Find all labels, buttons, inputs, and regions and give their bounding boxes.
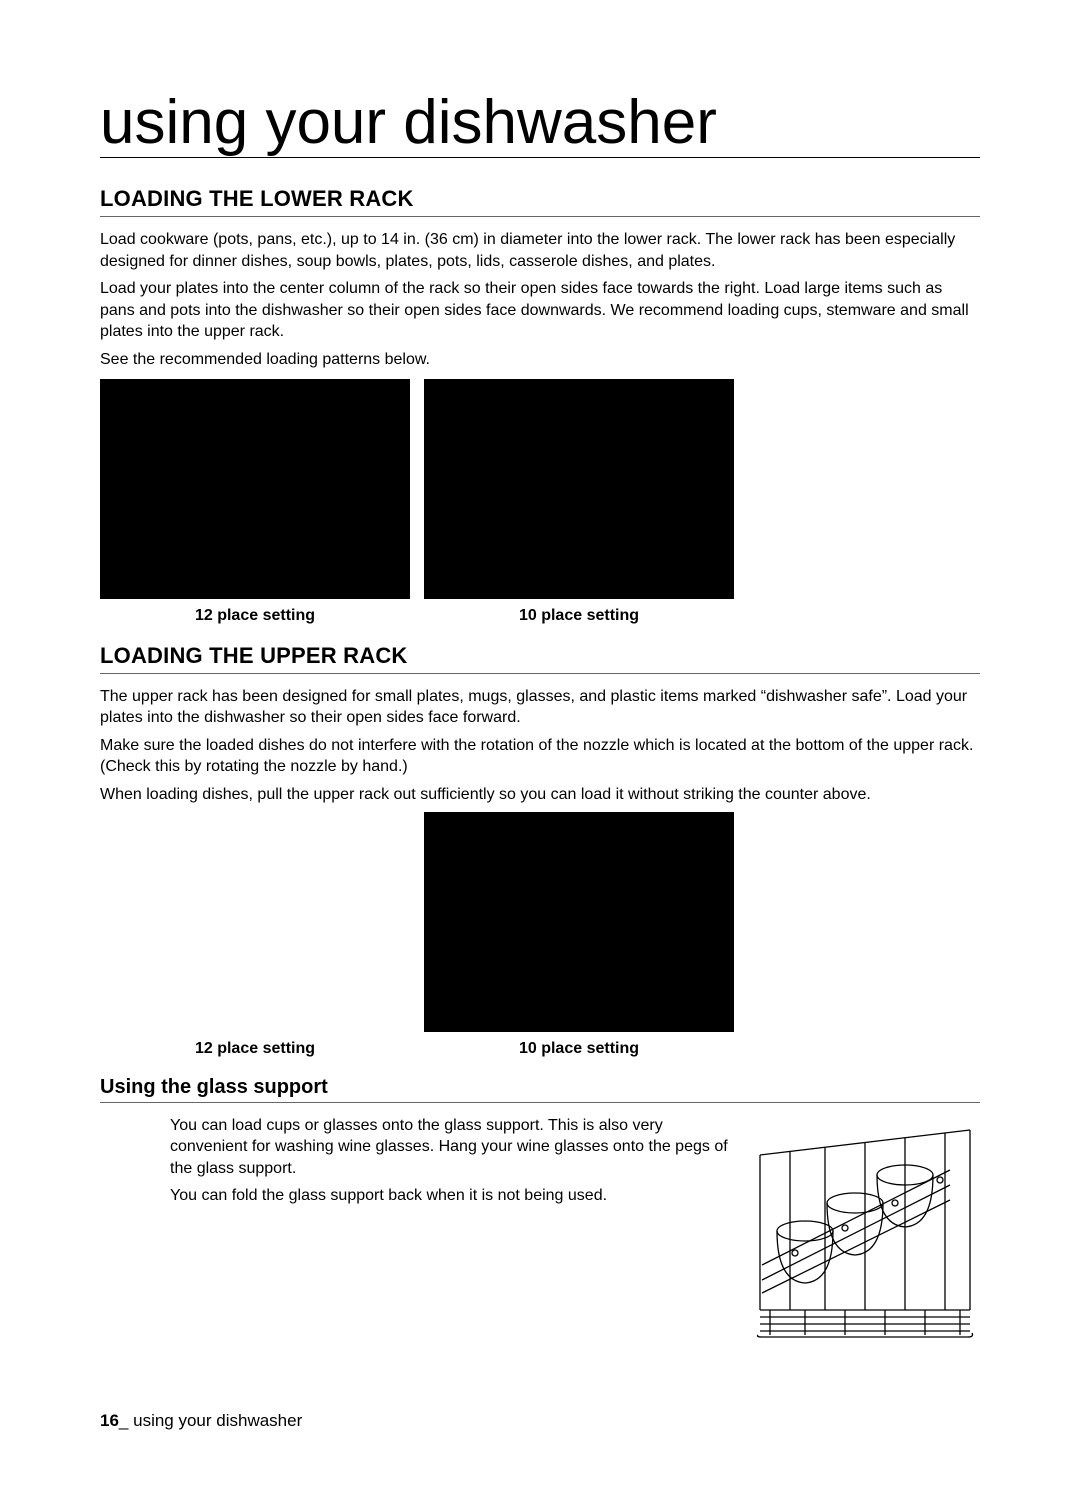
- footer-sep: _: [119, 1411, 133, 1430]
- upper-images-row: [100, 812, 980, 1032]
- page-title: using your dishwasher: [100, 90, 980, 158]
- glass-p1: You can load cups or glasses onto the gl…: [170, 1115, 732, 1180]
- lower-captions: 12 place setting 10 place setting: [100, 607, 980, 625]
- lower-rack-heading: LOADING THE LOWER RACK: [100, 186, 980, 217]
- lower-cap-12: 12 place setting: [100, 607, 410, 625]
- lower-p3: See the recommended loading patterns bel…: [100, 349, 980, 371]
- glass-support-heading: Using the glass support: [100, 1076, 980, 1103]
- lower-p1: Load cookware (pots, pans, etc.), up to …: [100, 229, 980, 272]
- lower-p2: Load your plates into the center column …: [100, 278, 980, 343]
- upper-image: [424, 812, 734, 1032]
- upper-p1: The upper rack has been designed for sma…: [100, 686, 980, 729]
- upper-captions: 12 place setting 10 place setting: [100, 1040, 980, 1058]
- lower-images-row: [100, 379, 980, 599]
- glass-support-block: You can load cups or glasses onto the gl…: [100, 1115, 980, 1345]
- glass-p2: You can fold the glass support back when…: [170, 1185, 732, 1207]
- upper-p3: When loading dishes, pull the upper rack…: [100, 784, 980, 806]
- page-number: 16: [100, 1411, 119, 1430]
- lower-image-12: [100, 379, 410, 599]
- upper-cap-12: 12 place setting: [100, 1040, 410, 1058]
- upper-p2: Make sure the loaded dishes do not inter…: [100, 735, 980, 778]
- upper-cap-10: 10 place setting: [424, 1040, 734, 1058]
- upper-rack-heading: LOADING THE UPPER RACK: [100, 643, 980, 674]
- lower-cap-10: 10 place setting: [424, 607, 734, 625]
- glass-support-illustration: [750, 1115, 980, 1345]
- page-footer: 16_ using your dishwasher: [100, 1411, 302, 1431]
- lower-image-10: [424, 379, 734, 599]
- footer-label: using your dishwasher: [133, 1411, 302, 1430]
